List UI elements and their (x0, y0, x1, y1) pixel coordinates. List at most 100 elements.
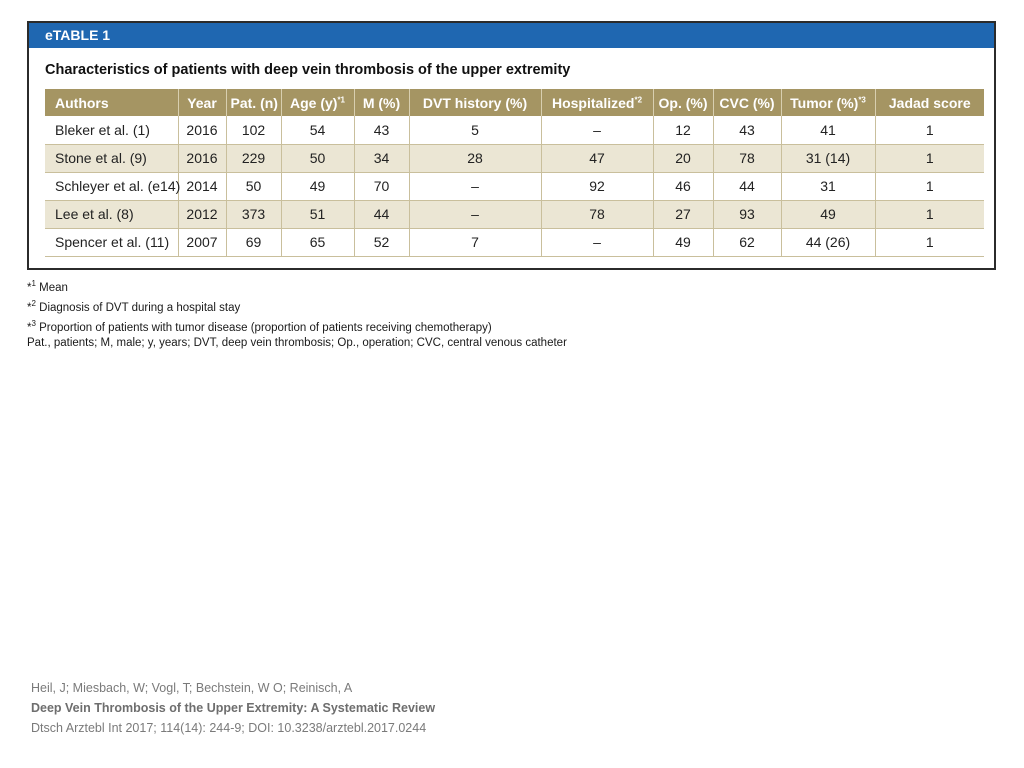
header-year: Year (177, 89, 226, 116)
cell-hospitalized: 92 (540, 171, 653, 200)
cell-operation: 27 (652, 199, 713, 228)
cell-hospitalized: 78 (540, 199, 653, 228)
cell-male: 70 (353, 171, 409, 200)
cell-age: 51 (280, 199, 354, 228)
cell-tumor: 44 (26) (780, 227, 875, 256)
cell-male: 44 (353, 199, 409, 228)
header-hospitalized-label: Hospitalized (551, 94, 635, 111)
cell-dvt-history: 5 (408, 116, 541, 144)
cell-male: 52 (353, 227, 409, 256)
footnote-2: *2 Diagnosis of DVT during a hospital st… (27, 296, 567, 316)
cell-cvc: 93 (712, 199, 781, 228)
cell-cvc: 62 (712, 227, 781, 256)
cell-jadad: 1 (874, 199, 984, 228)
header-age-label: Age (y) (289, 94, 338, 111)
cell-author: Stone et al. (9) (45, 143, 178, 172)
cell-cvc: 43 (712, 116, 781, 144)
cell-author: Lee et al. (8) (45, 199, 178, 228)
cell-cvc: 44 (712, 171, 781, 200)
cell-operation: 49 (652, 227, 713, 256)
cell-author: Schleyer et al. (e14) (45, 171, 180, 200)
cell-male: 43 (353, 116, 409, 144)
footnote-mark: * (27, 321, 32, 334)
cell-patients: 102 (225, 116, 281, 144)
cell-cvc: 78 (712, 143, 781, 172)
header-patients: Pat. (n) (225, 89, 281, 116)
cell-dvt-history: – (408, 199, 541, 228)
footnote-text: Diagnosis of DVT during a hospital stay (35, 301, 241, 314)
citation-source: Dtsch Arztebl Int 2017; 114(14): 244-9; … (31, 721, 427, 735)
patient-characteristics-table: Authors Year Pat. (n) Age (y)*1 M (%) DV… (45, 89, 984, 257)
cell-patients: 229 (225, 143, 281, 172)
cell-tumor: 31 (780, 171, 875, 200)
cell-year: 2016 (177, 116, 226, 144)
footnote-3: *3 Proportion of patients with tumor dis… (27, 316, 567, 336)
header-jadad: Jadad score (874, 89, 984, 116)
cell-tumor: 41 (780, 116, 875, 144)
footnote-sup: 2 (31, 298, 36, 308)
header-hospitalized-footnote: *2 (634, 94, 643, 104)
header-tumor: Tumor (%)*3 (780, 89, 875, 116)
table-footnotes: *1 Mean *2 Diagnosis of DVT during a hos… (27, 276, 567, 351)
citation-title: Deep Vein Thrombosis of the Upper Extrem… (31, 701, 436, 715)
cell-author: Bleker et al. (1) (55, 121, 150, 138)
cell-patients: 50 (225, 171, 281, 200)
cell-jadad: 1 (874, 143, 984, 172)
header-operation: Op. (%) (652, 89, 713, 116)
header-age: Age (y)*1 (280, 89, 354, 116)
footnote-1: *1 Mean (27, 276, 567, 296)
cell-age: 49 (280, 171, 354, 200)
cell-hospitalized: – (540, 116, 653, 144)
cell-operation: 46 (652, 171, 713, 200)
cell-age: 50 (280, 143, 354, 172)
citation: Heil, J; Miesbach, W; Vogl, T; Bechstein… (31, 678, 435, 738)
table-caption: Characteristics of patients with deep ve… (45, 62, 571, 78)
cell-jadad: 1 (874, 227, 984, 256)
footnote-text: Mean (35, 281, 68, 294)
cell-operation: 20 (652, 143, 713, 172)
table-row: Stone et al. (9) 2016 229 50 34 28 47 20… (45, 143, 984, 172)
header-cvc: CVC (%) (712, 89, 781, 116)
cell-age: 65 (280, 227, 354, 256)
cell-jadad: 1 (874, 171, 984, 200)
cell-author: Spencer et al. (11) (45, 227, 178, 256)
table-header-row: Authors Year Pat. (n) Age (y)*1 M (%) DV… (45, 89, 984, 116)
cell-tumor: 49 (780, 199, 875, 228)
cell-patients: 69 (225, 227, 281, 256)
header-authors: Authors (55, 94, 109, 111)
abbreviations: Pat., patients; M, male; y, years; DVT, … (27, 337, 567, 350)
footnote-mark: * (27, 281, 32, 294)
cell-year: 2012 (177, 199, 226, 228)
cell-year: 2007 (177, 227, 226, 256)
cell-dvt-history: – (408, 171, 541, 200)
table-row: Lee et al. (8) 2012 373 51 44 – 78 27 93… (45, 199, 984, 228)
cell-hospitalized: – (540, 227, 653, 256)
header-dvt-history: DVT history (%) (408, 89, 541, 116)
cell-jadad: 1 (874, 116, 984, 144)
etable-label: eTABLE 1 (29, 23, 994, 48)
footnote-sup: 1 (31, 279, 36, 288)
cell-operation: 12 (652, 116, 713, 144)
cell-year: 2014 (177, 171, 226, 200)
header-age-footnote: *1 (337, 94, 345, 104)
footnote-text: Proportion of patients with tumor diseas… (35, 321, 492, 334)
cell-patients: 373 (225, 199, 281, 228)
cell-dvt-history: 28 (408, 143, 541, 172)
footnote-mark: * (27, 301, 32, 314)
cell-tumor: 31 (14) (780, 143, 875, 172)
footnote-sup: 3 (31, 318, 36, 328)
table-row: Schleyer et al. (e14) 2014 50 49 70 – 92… (45, 171, 984, 200)
cell-male: 34 (353, 143, 409, 172)
cell-hospitalized: 47 (540, 143, 653, 172)
table-row: Spencer et al. (11) 2007 69 65 52 7 – 49… (45, 227, 984, 256)
header-male: M (%) (353, 89, 409, 116)
cell-age: 54 (280, 116, 354, 144)
header-tumor-footnote: *3 (858, 94, 866, 104)
cell-dvt-history: 7 (408, 227, 541, 256)
table-row: Bleker et al. (1) 2016 102 54 43 5 – 12 … (45, 116, 984, 144)
cell-year: 2016 (177, 143, 226, 172)
etable-container: eTABLE 1 Characteristics of patients wit… (27, 21, 996, 270)
citation-authors: Heil, J; Miesbach, W; Vogl, T; Bechstein… (31, 681, 353, 695)
header-hospitalized: Hospitalized*2 (540, 89, 653, 116)
header-tumor-label: Tumor (%) (790, 94, 859, 111)
